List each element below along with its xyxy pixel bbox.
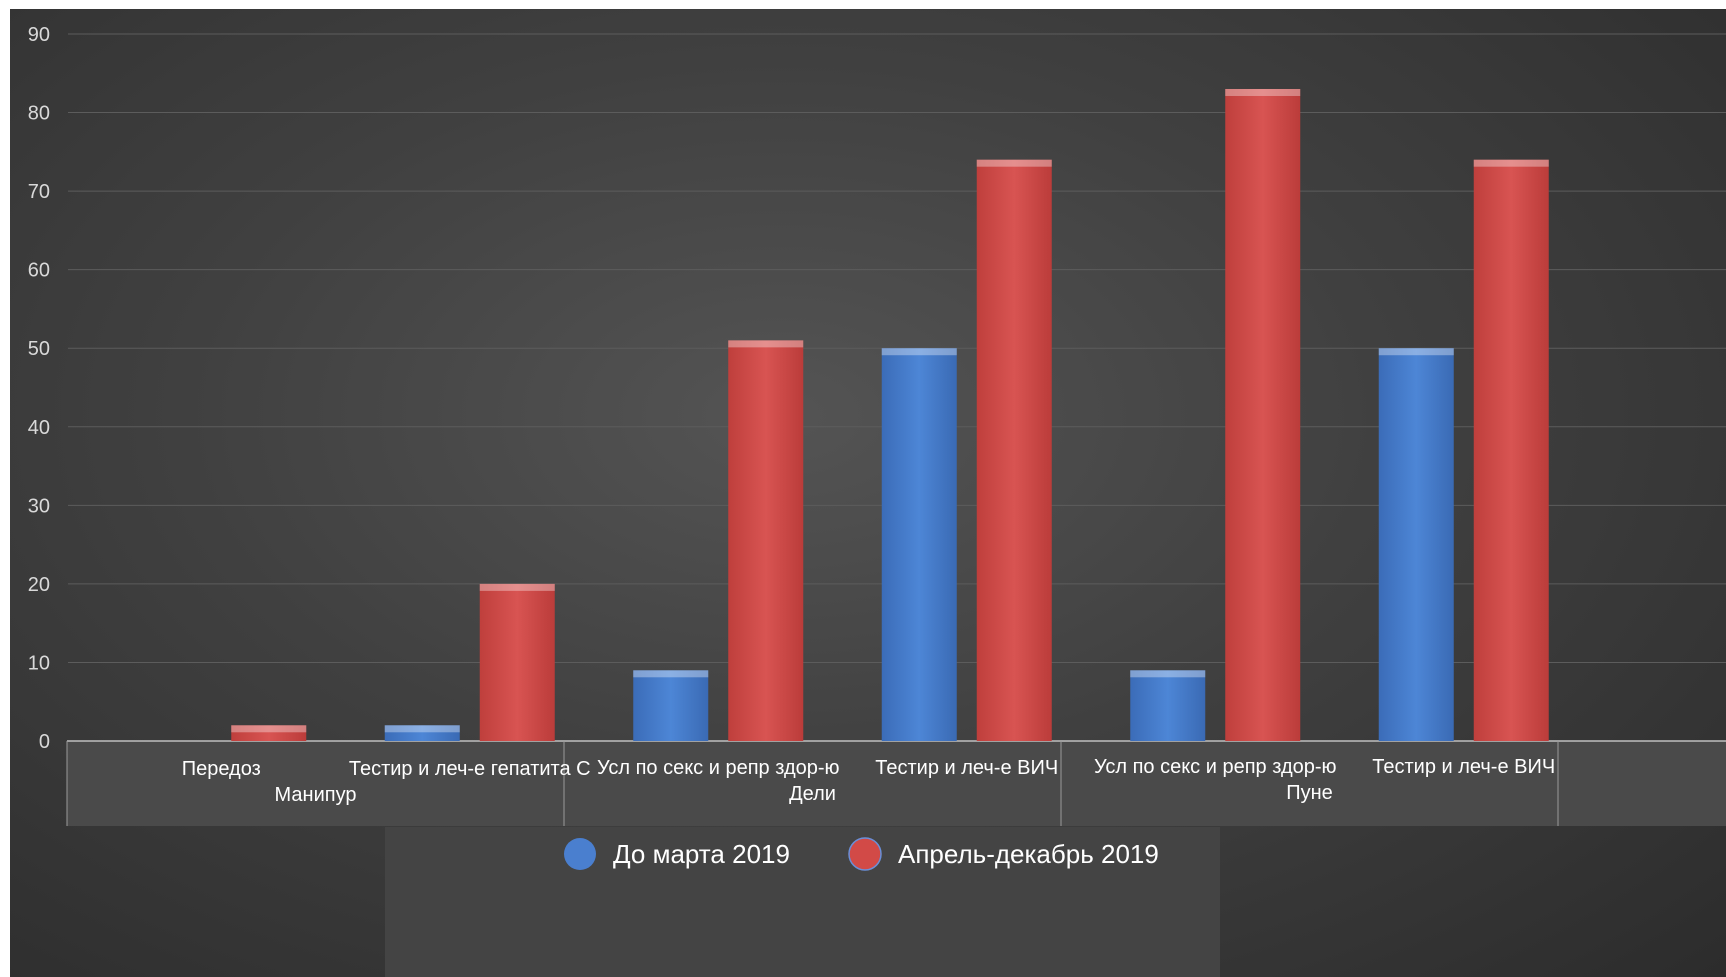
bar-series-2 — [479, 583, 555, 741]
category-axis-table: Передоз Тестир и леч-е гепатита С Манипур У… — [66, 740, 1726, 826]
category-label: Тестир и леч-е ВИЧ — [1372, 756, 1555, 778]
bar-series-1 — [384, 725, 460, 741]
bar-bevel — [231, 725, 307, 733]
legend-marker — [848, 837, 882, 871]
y-tick-label: 30 — [28, 495, 50, 517]
bar-bevel — [479, 583, 555, 591]
bar-series-2 — [1225, 88, 1301, 741]
category-label: Передоз — [182, 758, 261, 780]
y-tick-label: 50 — [28, 338, 50, 360]
category-label: Усл по секс и репр здор-ю — [597, 757, 840, 779]
bar-series-2 — [728, 340, 804, 741]
category-label: Тестир и леч-е ВИЧ — [875, 757, 1058, 779]
bar-chart: 0 10 20 30 40 50 60 70 80 90 Передоз Тестир и леч-… — [28, 24, 1726, 977]
bar-series-1 — [633, 670, 709, 741]
category-label: Тестир и леч-е гепатита С — [349, 758, 591, 780]
y-tick-label: 10 — [28, 652, 50, 674]
bar-bevel — [881, 348, 957, 356]
group-label: Манипур — [275, 784, 357, 806]
bar-series-1 — [881, 348, 957, 741]
group-label: Пуне — [1286, 782, 1333, 804]
y-tick-label: 90 — [28, 24, 50, 46]
bar-bevel — [976, 159, 1052, 167]
legend-label: Апрель-декабрь 2019 — [898, 839, 1159, 869]
bar-bevel — [384, 725, 460, 733]
bar-bevel — [1378, 348, 1454, 356]
bar-series-2 — [231, 725, 307, 741]
y-tick-label: 70 — [28, 181, 50, 203]
bar-series-1 — [1378, 348, 1454, 741]
bar-bevel — [1225, 88, 1301, 96]
category-label: Усл по секс и репр здор-ю — [1094, 756, 1337, 778]
chart-frame: 0 10 20 30 40 50 60 70 80 90 Передоз Тестир и леч-… — [10, 9, 1726, 977]
y-tick-label: 60 — [28, 260, 50, 282]
bar-bevel — [1130, 670, 1206, 678]
y-tick-label: 80 — [28, 103, 50, 125]
y-axis: 0 10 20 30 40 50 60 70 80 90 — [28, 24, 50, 753]
legend: До марта 2019 Апрель-декабрь 2019 — [385, 827, 1220, 977]
bar-series-1 — [1130, 670, 1206, 741]
bar-bevel — [633, 670, 709, 678]
legend-marker — [564, 838, 596, 870]
bar-series-2 — [1473, 159, 1549, 741]
legend-label: До марта 2019 — [613, 839, 790, 869]
y-tick-label: 0 — [39, 731, 50, 753]
bar-series-2 — [976, 159, 1052, 741]
y-tick-label: 20 — [28, 574, 50, 596]
bar-bevel — [728, 340, 804, 348]
bars — [231, 88, 1549, 741]
legend-background — [385, 827, 1220, 977]
y-tick-label: 40 — [28, 417, 50, 439]
group-label: Дели — [789, 783, 836, 805]
category-table-background — [67, 741, 1726, 826]
bar-bevel — [1473, 159, 1549, 167]
